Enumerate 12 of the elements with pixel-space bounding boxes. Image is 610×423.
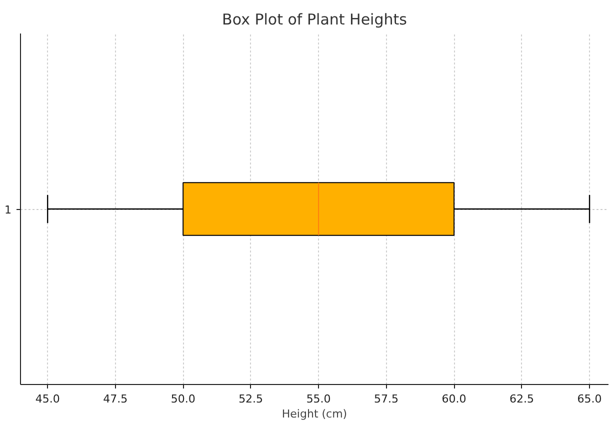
y-tick-label: 1 [4, 204, 12, 216]
x-tick-label: 65.0 [577, 392, 602, 406]
x-tick-label: 45.0 [35, 392, 60, 406]
x-axis-title: Height (cm) [282, 408, 348, 420]
chart-title: Box Plot of Plant Heights [222, 10, 408, 28]
x-tick-label: 60.0 [442, 392, 466, 406]
x-tick-label: 50.0 [170, 392, 196, 406]
x-tick-label: 57.5 [374, 392, 399, 406]
x-tick-label: 62.5 [510, 392, 534, 406]
x-tick-label: 47.5 [103, 392, 128, 406]
x-tick-label: 55.0 [306, 392, 331, 406]
x-tick-label: 52.5 [238, 392, 264, 406]
